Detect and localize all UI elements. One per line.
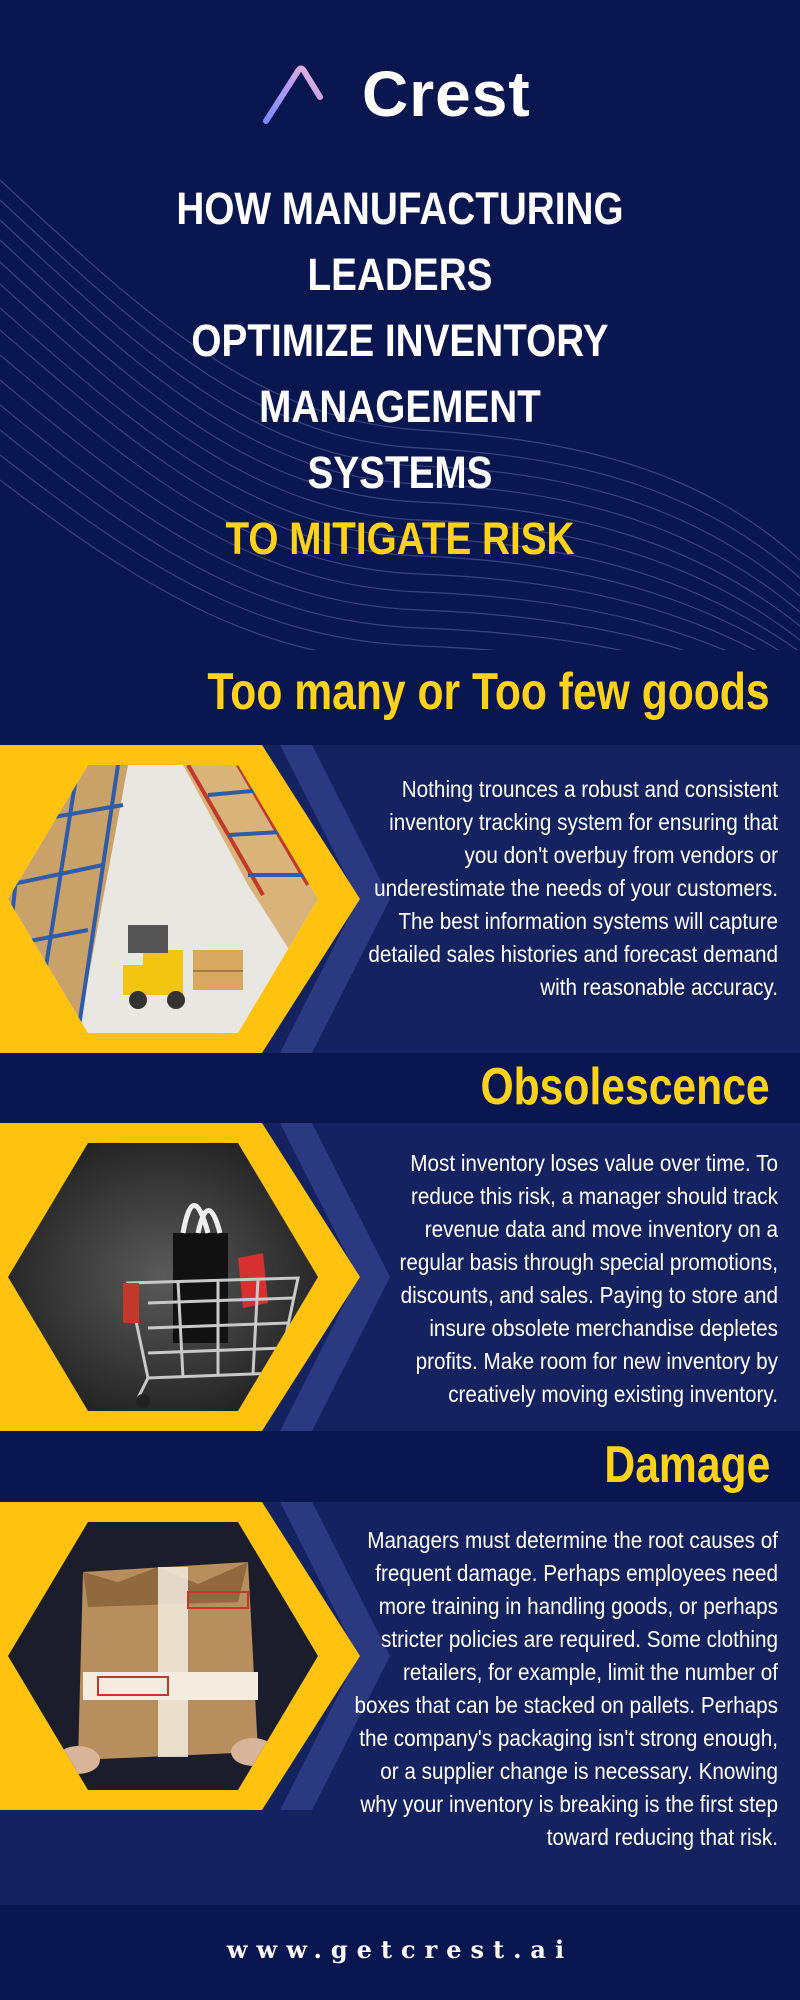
section-body: Most inventory loses value over time. To… xyxy=(399,1150,778,1407)
triangle-logo-icon xyxy=(263,65,339,124)
section-band-damage: Managers must determine the root causes … xyxy=(0,1502,800,1905)
decorative-wave-lines xyxy=(0,179,800,650)
title-line: OPTIMIZE INVENTORY MANAGEMENT xyxy=(191,315,609,432)
section-body: Nothing trounces a robust and consistent… xyxy=(368,776,778,1000)
title-line: SYSTEMS xyxy=(307,447,493,498)
title-line: HOW MANUFACTURING LEADERS xyxy=(176,183,624,300)
section-title-too-many-goods: Too many or Too few goods xyxy=(207,663,770,721)
section-band-obsolescence: Most inventory loses value over time. To… xyxy=(0,1123,800,1431)
footer: www.getcrest.ai xyxy=(0,1905,800,2000)
damaged-fragile-box-photo xyxy=(8,1522,318,1790)
warehouse-forklift-photo xyxy=(8,765,318,1033)
section-band-too-many-goods: Nothing trounces a robust and consistent… xyxy=(0,745,800,1053)
title-accent: TO MITIGATE RISK xyxy=(225,513,575,564)
website-link[interactable]: www.getcrest.ai xyxy=(226,1935,574,1964)
section-title-obsolescence: Obsolescence xyxy=(480,1058,770,1116)
section-title-damage: Damage xyxy=(604,1436,770,1494)
page-title: HOW MANUFACTURING LEADERS OPTIMIZE INVEN… xyxy=(82,176,718,572)
shopping-cart-sale-photo xyxy=(8,1143,318,1411)
hero-header: Crest HOW MANUFACTURING LEADERS OPTIMIZE… xyxy=(0,0,800,650)
section-body: Managers must determine the root causes … xyxy=(354,1527,778,1850)
brand-logo: Crest xyxy=(262,58,531,130)
brand-name: Crest xyxy=(362,58,531,130)
